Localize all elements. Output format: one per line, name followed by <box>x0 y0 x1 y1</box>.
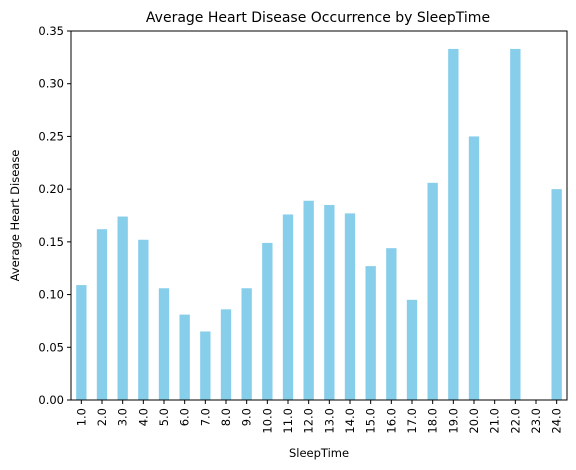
bar-12.0 <box>303 200 314 400</box>
bar-11.0 <box>282 214 294 400</box>
y-tick-label: 0.05 <box>38 340 64 354</box>
y-axis-ticks: 0.00 0.05 0.10 0.15 0.20 0.25 0.30 0.35 <box>38 24 71 407</box>
x-tick-label: 13.0 <box>322 408 336 434</box>
x-tick-label: 8.0 <box>219 408 233 426</box>
y-tick-label: 0.35 <box>38 24 64 38</box>
y-tick-label: 0.15 <box>38 235 64 249</box>
bar-14.0 <box>344 213 356 400</box>
x-tick-label: 7.0 <box>198 408 212 426</box>
x-tick-label: 3.0 <box>116 408 130 426</box>
x-axis-ticks: 1.0 2.0 3.0 4.0 5.0 6.0 7.0 8.0 9.0 10.0 11.0 12.0 1… <box>74 400 564 434</box>
x-tick-label: 11.0 <box>281 408 295 434</box>
x-tick-label: 16.0 <box>384 408 398 434</box>
bar-17.0 <box>406 299 418 400</box>
x-tick-label: 19.0 <box>446 408 460 434</box>
bar-7.0 <box>200 331 211 400</box>
bar-2.0 <box>96 229 108 400</box>
y-axis-label: Average Heart Disease <box>8 150 22 282</box>
bars-group <box>76 48 562 401</box>
bar-3.0 <box>117 216 128 400</box>
plot-frame <box>70 30 568 401</box>
y-tick-label: 0.20 <box>38 182 64 196</box>
x-axis-label: SleepTime <box>289 446 349 460</box>
bar-18.0 <box>427 182 438 400</box>
x-tick-label: 9.0 <box>240 408 254 426</box>
bar-16.0 <box>386 248 397 400</box>
bar-5.0 <box>158 288 170 400</box>
y-tick-label: 0.30 <box>38 77 64 91</box>
bar-15.0 <box>365 266 376 400</box>
x-tick-label: 15.0 <box>364 408 378 434</box>
bar-22.0 <box>510 48 521 401</box>
x-tick-label: 5.0 <box>157 408 171 426</box>
x-tick-label: 18.0 <box>426 408 440 434</box>
bar-9.0 <box>241 288 252 400</box>
x-tick-label: 4.0 <box>136 408 150 426</box>
x-tick-label: 24.0 <box>550 408 564 434</box>
x-tick-label: 1.0 <box>74 408 88 426</box>
x-tick-label: 12.0 <box>302 408 316 434</box>
x-tick-label: 20.0 <box>467 408 481 434</box>
x-tick-label: 17.0 <box>405 408 419 434</box>
y-tick-label: 0.10 <box>38 288 64 302</box>
x-tick-label: 22.0 <box>508 408 522 434</box>
bar-8.0 <box>220 309 232 400</box>
bar-13.0 <box>324 204 335 400</box>
x-tick-label: 21.0 <box>488 408 502 434</box>
x-tick-label: 6.0 <box>178 408 192 426</box>
chart-title: Average Heart Disease Occurrence by Slee… <box>146 10 490 26</box>
bar-4.0 <box>138 239 149 400</box>
bar-19.0 <box>448 48 459 401</box>
x-tick-label: 2.0 <box>95 408 109 426</box>
x-tick-label: 14.0 <box>343 408 357 434</box>
y-tick-label: 0.25 <box>38 129 64 143</box>
bar-20.0 <box>468 136 480 400</box>
x-tick-label: 23.0 <box>529 408 543 434</box>
bar-1.0 <box>76 285 87 400</box>
y-tick-label: 0.00 <box>38 393 64 407</box>
bar-24.0 <box>551 189 562 400</box>
bar-6.0 <box>179 314 190 400</box>
bar-10.0 <box>262 242 273 400</box>
x-tick-label: 10.0 <box>260 408 274 434</box>
